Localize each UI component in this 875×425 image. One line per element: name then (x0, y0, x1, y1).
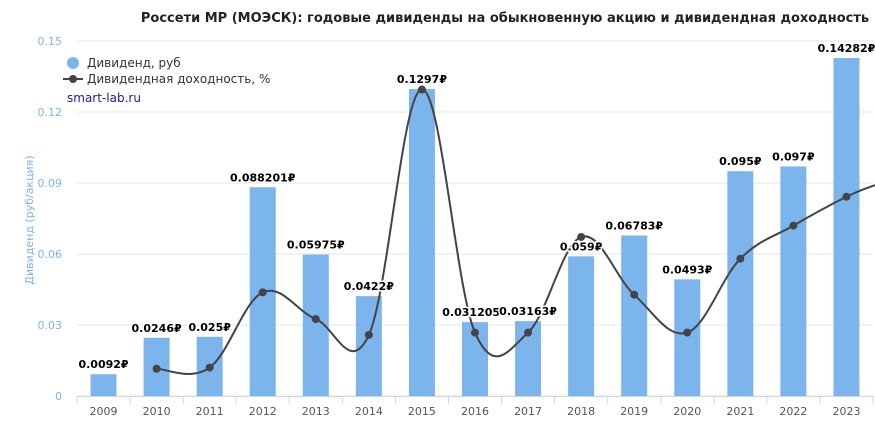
bar[interactable] (408, 89, 435, 396)
yield-point[interactable] (152, 364, 161, 373)
bars (90, 57, 860, 396)
yield-point[interactable] (364, 330, 373, 339)
y-tick-label: 0 (55, 390, 62, 403)
x-tick-label: 2009 (90, 405, 118, 418)
data-label: 0.059₽ (560, 240, 603, 253)
yield-point[interactable] (736, 254, 745, 263)
yield-point[interactable] (417, 85, 426, 94)
yield-point[interactable] (577, 232, 586, 241)
x-tick-label: 2017 (514, 405, 542, 418)
x-tick-label: 2019 (620, 405, 648, 418)
x-tick-label: 2015 (408, 405, 436, 418)
yield-point[interactable] (258, 288, 267, 297)
grid (77, 40, 873, 397)
data-label: 0.097₽ (772, 150, 815, 163)
x-tick-label: 2014 (355, 405, 383, 418)
chart-title: Россети МР (МОЭСК): годовые дивиденды на… (141, 11, 869, 26)
legend-item-dividend[interactable]: Дивиденд, руб (87, 56, 181, 70)
data-label: 0.14282₽ (818, 42, 875, 55)
x-tick-label: 2016 (461, 405, 489, 418)
bar[interactable] (621, 235, 648, 396)
data-label: 0.0422₽ (344, 280, 394, 293)
yield-point[interactable] (683, 328, 692, 337)
yield-point[interactable] (205, 363, 214, 372)
y-tick-label: 0.09 (38, 177, 63, 190)
yield-point[interactable] (789, 221, 798, 230)
y-axis: 0 0.03 0.06 0.09 0.12 0.15 (38, 35, 63, 403)
x-axis: 2009 2010 2011 2012 2013 2014 2015 2016 2017 2018… (76, 396, 874, 418)
x-tick-label: 2011 (196, 405, 224, 418)
y-tick-label: 0.12 (38, 106, 63, 119)
yield-point[interactable] (630, 290, 639, 299)
x-tick-label: 2012 (249, 405, 277, 418)
bar[interactable] (355, 296, 382, 396)
legend-bar-marker[interactable] (67, 57, 79, 69)
y-tick-label: 0.06 (38, 248, 63, 261)
yield-line (152, 85, 875, 375)
data-label: 0.06783₽ (605, 219, 663, 232)
data-label: 0.088201₽ (230, 171, 296, 184)
data-label: 0.0493₽ (662, 263, 712, 276)
credit-link[interactable]: smart-lab.ru (67, 91, 141, 105)
data-labels: 0.0092₽ 0.0246₽ 0.025₽ 0.088201₽ 0.05975₽ 0.0… (77, 40, 875, 372)
yield-point[interactable] (842, 192, 851, 201)
legend-line-dot[interactable] (69, 75, 77, 83)
data-label: 0.03163₽ (499, 305, 557, 318)
data-label: 0.0246₽ (132, 322, 182, 335)
yield-point[interactable] (471, 328, 479, 337)
bar[interactable] (568, 256, 595, 396)
data-label: 0.05975₽ (287, 239, 345, 252)
bar[interactable] (90, 374, 117, 396)
data-label: 0.0092₽ (78, 358, 128, 371)
yield-point[interactable] (524, 328, 533, 337)
x-tick-label: 2018 (567, 405, 595, 418)
x-tick-label: 2021 (726, 405, 754, 418)
yield-line-path[interactable] (156, 88, 875, 375)
x-tick-label: 2010 (143, 405, 171, 418)
y-tick-label: 0.03 (38, 319, 63, 332)
x-tick-label: 2013 (302, 405, 330, 418)
x-tick-label: 2023 (832, 405, 860, 418)
data-label: 0.025₽ (188, 321, 231, 334)
bar[interactable] (674, 279, 701, 396)
data-label: 0.031205₽ (442, 306, 508, 319)
legend: Дивиденд, руб Дивидендная доходность, % (63, 56, 270, 86)
y-tick-label: 0.15 (38, 35, 63, 48)
x-tick-label: 2020 (673, 405, 701, 418)
data-label: 0.1297₽ (397, 73, 447, 86)
legend-item-yield[interactable]: Дивидендная доходность, % (87, 72, 270, 86)
yield-point[interactable] (311, 315, 320, 324)
bar[interactable] (833, 57, 860, 396)
x-tick-label: 2022 (779, 405, 807, 418)
bar[interactable] (780, 166, 807, 396)
y-axis-label: Дивиденд (руб/акция) (23, 155, 36, 284)
bar[interactable] (727, 171, 754, 396)
data-label: 0.095₽ (719, 155, 762, 168)
